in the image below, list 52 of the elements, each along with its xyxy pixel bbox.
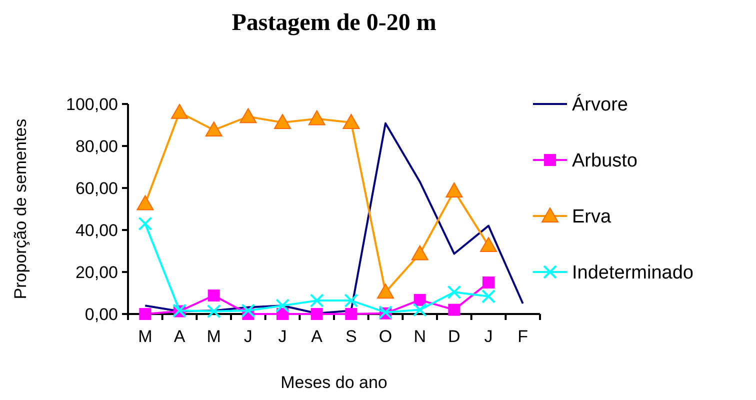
point — [480, 237, 497, 252]
x-tick-label: J — [244, 327, 252, 346]
y-tick-label: 100,00 — [66, 94, 118, 114]
y-tick-label: 0,00 — [84, 304, 118, 324]
point — [342, 114, 360, 129]
chart-title: Pastagem de 0-20 m — [232, 10, 436, 36]
point — [414, 294, 426, 306]
x-tick-label: M — [206, 327, 221, 346]
point — [448, 304, 460, 316]
y-axis-title: Proporção de sementes — [11, 118, 30, 300]
x-tick-label: J — [278, 327, 287, 346]
point — [482, 289, 496, 304]
legend-label: Indeterminado — [572, 262, 694, 284]
point — [412, 302, 427, 317]
x-axis-title: Meses do ano — [280, 373, 388, 392]
x-tick-label: A — [311, 327, 324, 346]
point — [411, 245, 428, 260]
point — [377, 284, 394, 299]
point — [447, 285, 462, 300]
legend-label: Árvore — [572, 94, 628, 116]
point — [171, 104, 188, 119]
y-tick-label: 60,00 — [75, 178, 118, 198]
point — [344, 294, 358, 308]
y-tick-label: 20,00 — [75, 262, 118, 282]
point — [482, 276, 494, 288]
point — [345, 308, 358, 320]
x-tick-label: A — [174, 327, 186, 346]
y-tick-label: 40,00 — [75, 220, 118, 240]
legend-label: Erva — [572, 206, 612, 228]
point — [310, 308, 323, 320]
point — [138, 216, 152, 231]
point — [136, 195, 154, 210]
point — [206, 304, 221, 318]
x-tick-label: D — [448, 327, 460, 346]
x-tick-label: M — [138, 327, 152, 346]
point — [240, 108, 257, 124]
x-tick-label: N — [414, 327, 426, 346]
point — [241, 304, 256, 318]
legend-label: Arbusto — [572, 150, 638, 172]
point — [310, 294, 324, 308]
x-tick-label: S — [345, 327, 357, 346]
point — [274, 114, 291, 129]
x-tick-label: F — [518, 327, 528, 346]
point — [208, 290, 220, 302]
point — [308, 110, 326, 126]
point — [276, 298, 290, 313]
x-tick-label: O — [378, 327, 392, 346]
point — [446, 182, 463, 198]
point — [139, 308, 152, 320]
x-tick-label: J — [484, 327, 493, 346]
y-tick-label: 80,00 — [75, 136, 118, 156]
point — [205, 122, 222, 137]
